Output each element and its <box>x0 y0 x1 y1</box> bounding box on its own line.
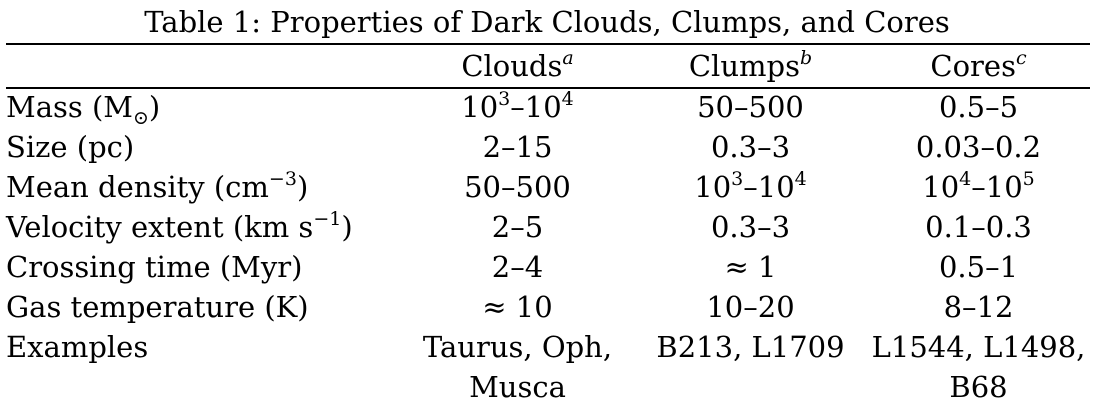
cell-velocity-clumps: 0.3–3 <box>710 210 791 244</box>
cell-density-cores: 104–105 <box>922 168 1035 204</box>
sun-symbol: ⊙ <box>132 106 149 129</box>
cell-examples-clumps-line1: B213, L1709 <box>656 330 845 364</box>
row-density: Mean density (cm−3) 50–500 103–104 104–1… <box>6 167 1090 207</box>
cell-density-clumps: 103–104 <box>694 168 807 204</box>
cell-crossing-cores: 0.5–1 <box>938 250 1019 284</box>
cell-size-clouds: 2–15 <box>482 130 553 164</box>
header-clumps: Clumpsb <box>688 47 813 83</box>
row-size: Size (pc) 2–15 0.3–3 0.03–0.2 <box>6 127 1090 167</box>
cell-crossing-clouds: 2–4 <box>491 250 544 284</box>
header-clouds: Cloudsa <box>461 47 574 83</box>
cell-mass-cores: 0.5–5 <box>938 90 1019 124</box>
cell-mass-clouds: 103–104 <box>461 88 574 124</box>
row-label-size: Size (pc) <box>6 130 135 164</box>
cell-examples-cores-line1: L1544, L1498, <box>871 330 1086 364</box>
header-empty-cell <box>6 45 401 87</box>
row-label-density: Mean density (cm−3) <box>6 168 309 204</box>
header-row: Cloudsa Clumpsb Coresc <box>6 45 1090 87</box>
row-label-examples: Examples <box>6 330 149 364</box>
cell-examples-clouds-line2: Musca <box>469 370 566 404</box>
row-crossing-time: Crossing time (Myr) 2–4 ≈ 1 0.5–1 <box>6 247 1090 287</box>
cell-size-cores: 0.03–0.2 <box>915 130 1042 164</box>
cell-density-clouds: 50–500 <box>464 170 571 204</box>
row-label-mass: Mass (M⊙) <box>6 90 161 129</box>
row-mass: Mass (M⊙) 103–104 50–500 0.5–5 <box>6 87 1090 127</box>
footnote-mark-c: c <box>1015 47 1027 70</box>
top-rule <box>6 43 1090 45</box>
header-rule <box>6 87 1090 89</box>
cell-temperature-clumps: 10–20 <box>706 290 795 324</box>
cell-examples-clumps-line2 <box>634 367 867 407</box>
cell-velocity-cores: 0.1–0.3 <box>925 210 1032 244</box>
row-examples-continued: Musca B68 <box>6 367 1090 407</box>
row-label-examples-continued <box>6 367 401 407</box>
cell-velocity-clouds: 2–5 <box>491 210 544 244</box>
row-velocity: Velocity extent (km s−1) 2–5 0.3–3 0.1–0… <box>6 207 1090 247</box>
cell-examples-clouds-line1: Taurus, Oph, <box>422 330 613 364</box>
row-gas-temperature: Gas temperature (K) ≈ 10 10–20 8–12 <box>6 287 1090 327</box>
footnote-mark-a: a <box>562 47 574 70</box>
table-caption: Table 1: Properties of Dark Clouds, Clum… <box>144 5 950 39</box>
cell-size-clumps: 0.3–3 <box>710 130 791 164</box>
row-examples: Examples Taurus, Oph, B213, L1709 L1544,… <box>6 327 1090 367</box>
footnote-mark-b: b <box>799 47 813 70</box>
row-label-velocity: Velocity extent (km s−1) <box>6 208 353 244</box>
cell-crossing-clumps: ≈ 1 <box>724 250 777 284</box>
cell-temperature-cores: 8–12 <box>943 290 1014 324</box>
row-label-crossing-time: Crossing time (Myr) <box>6 250 303 284</box>
cell-mass-clumps: 50–500 <box>697 90 804 124</box>
cell-examples-cores-line2: B68 <box>949 370 1008 404</box>
row-label-gas-temperature: Gas temperature (K) <box>6 290 309 324</box>
header-cores: Coresc <box>930 47 1027 83</box>
properties-table: Cloudsa Clumpsb Coresc Mass (M⊙) 103–104… <box>6 45 1090 407</box>
cell-temperature-clouds: ≈ 10 <box>482 290 553 324</box>
